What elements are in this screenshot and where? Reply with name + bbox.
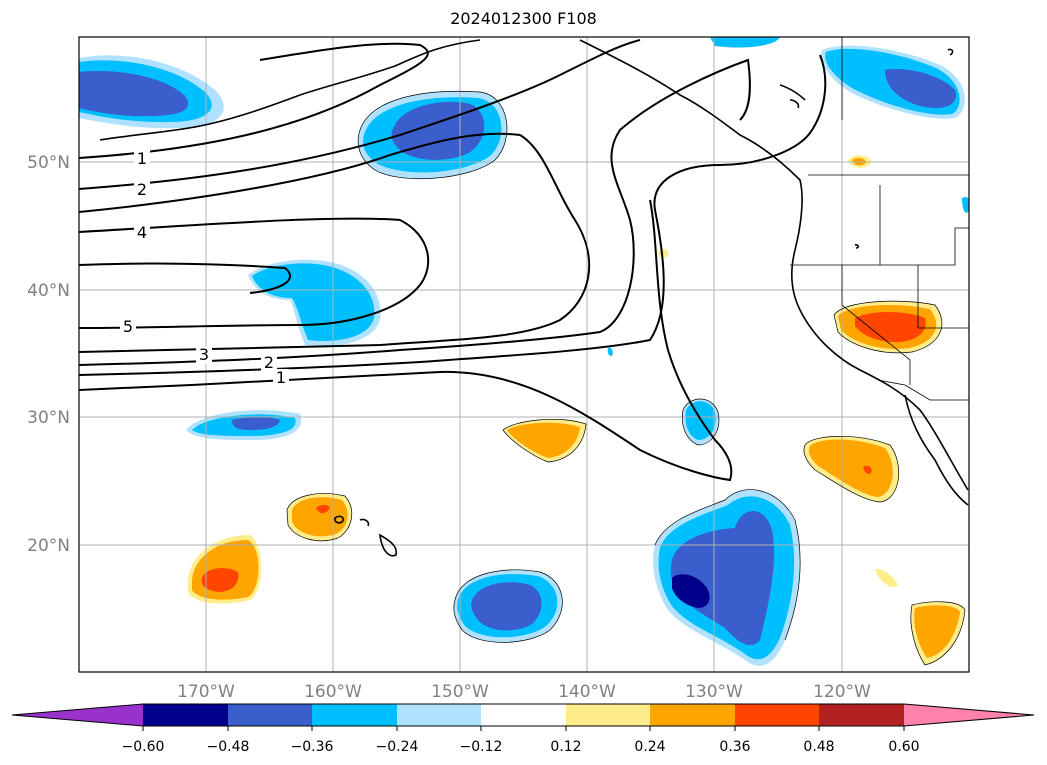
colorbar-bin [397, 704, 481, 726]
map-gridlines [79, 37, 969, 672]
contour-1-north [79, 42, 429, 159]
colorbar-bin [650, 704, 735, 726]
map-coastlines [99, 39, 969, 557]
lon-label: 140°W [558, 682, 616, 702]
colorbar-extend-high [904, 704, 1034, 726]
lon-label: 170°W [177, 682, 235, 702]
lat-label: 20°N [27, 536, 70, 556]
map-panel: 1 2 4 5 3 2 1 [79, 37, 969, 672]
colorbar-tick-label: −0.60 [122, 739, 165, 755]
colorbar-tick-label: 0.12 [550, 739, 581, 755]
anomaly-negative-ne-pacific [79, 55, 224, 129]
anomaly-negative-north [607, 37, 969, 356]
colorbar-tick-label: −0.48 [207, 739, 250, 755]
colorbar-tick-label: −0.24 [376, 739, 419, 755]
contour-3 [79, 58, 751, 366]
colorbar-bin [819, 704, 904, 726]
contour-label: 1 [137, 149, 147, 168]
colorbar-bin [143, 704, 228, 726]
colorbar-bin [228, 704, 312, 726]
colorbar-tick-label: 0.60 [888, 739, 919, 755]
colorbar-bin [481, 704, 566, 726]
lat-label: 50°N [27, 153, 70, 173]
contour-labels: 1 2 4 5 3 2 1 [120, 149, 289, 387]
colorbar-extend-low [12, 704, 143, 726]
anomaly-outlines [286, 90, 966, 666]
contour-5 [79, 262, 292, 294]
contour-label: 2 [264, 353, 274, 372]
contour-label: 2 [137, 180, 147, 199]
colorbar: −0.60 −0.48 −0.36 −0.24 −0.12 0.12 0.24 … [11, 703, 1035, 755]
contour-label: 3 [199, 345, 209, 364]
contour-4-north [79, 217, 430, 329]
colorbar-bin [735, 704, 819, 726]
lat-label: 40°N [27, 281, 70, 301]
anomaly-positive-hawaii-west [287, 493, 352, 541]
anomaly-positive-baja [803, 436, 899, 502]
contour-1-south [79, 199, 733, 482]
lon-label: 130°W [685, 682, 743, 702]
contour-mid [79, 132, 591, 353]
map-frame [78, 36, 970, 673]
colorbar-tick-label: 0.24 [634, 739, 665, 755]
lon-label: 150°W [431, 682, 489, 702]
map-borders [790, 37, 969, 401]
anomaly-positive-mexico [658, 155, 965, 665]
colorbar-tick-label: 0.48 [803, 739, 834, 755]
lon-label: 120°W [813, 682, 871, 702]
colorbar-tick-label: 0.36 [719, 739, 750, 755]
anomaly-negative-hawaii-south [453, 569, 563, 643]
colorbar-tick-label: −0.12 [460, 739, 503, 755]
contour-label: 1 [276, 368, 286, 387]
colorbar-bin [312, 704, 397, 726]
jet-contours [79, 39, 827, 482]
colorbar-bin [566, 704, 650, 726]
colorbar-tick-label: −0.36 [291, 739, 334, 755]
contour-label: 5 [123, 317, 133, 336]
lat-label: 30°N [27, 408, 70, 428]
contour-2-north [79, 39, 641, 190]
contour-2-south [79, 54, 827, 376]
lat-axis-labels: 50°N 40°N 30°N 20°N [27, 153, 70, 556]
contour-label: 4 [137, 223, 147, 242]
anomaly-negative-30n [186, 410, 302, 440]
lon-axis-labels: 170°W 160°W 150°W 140°W 130°W 120°W [177, 682, 871, 702]
anomaly-positive-southwest-us [834, 301, 942, 353]
map-title: 2024012300 F108 [450, 9, 597, 28]
anomaly-positive-30n-145w [503, 419, 586, 462]
lon-label: 160°W [304, 682, 362, 702]
